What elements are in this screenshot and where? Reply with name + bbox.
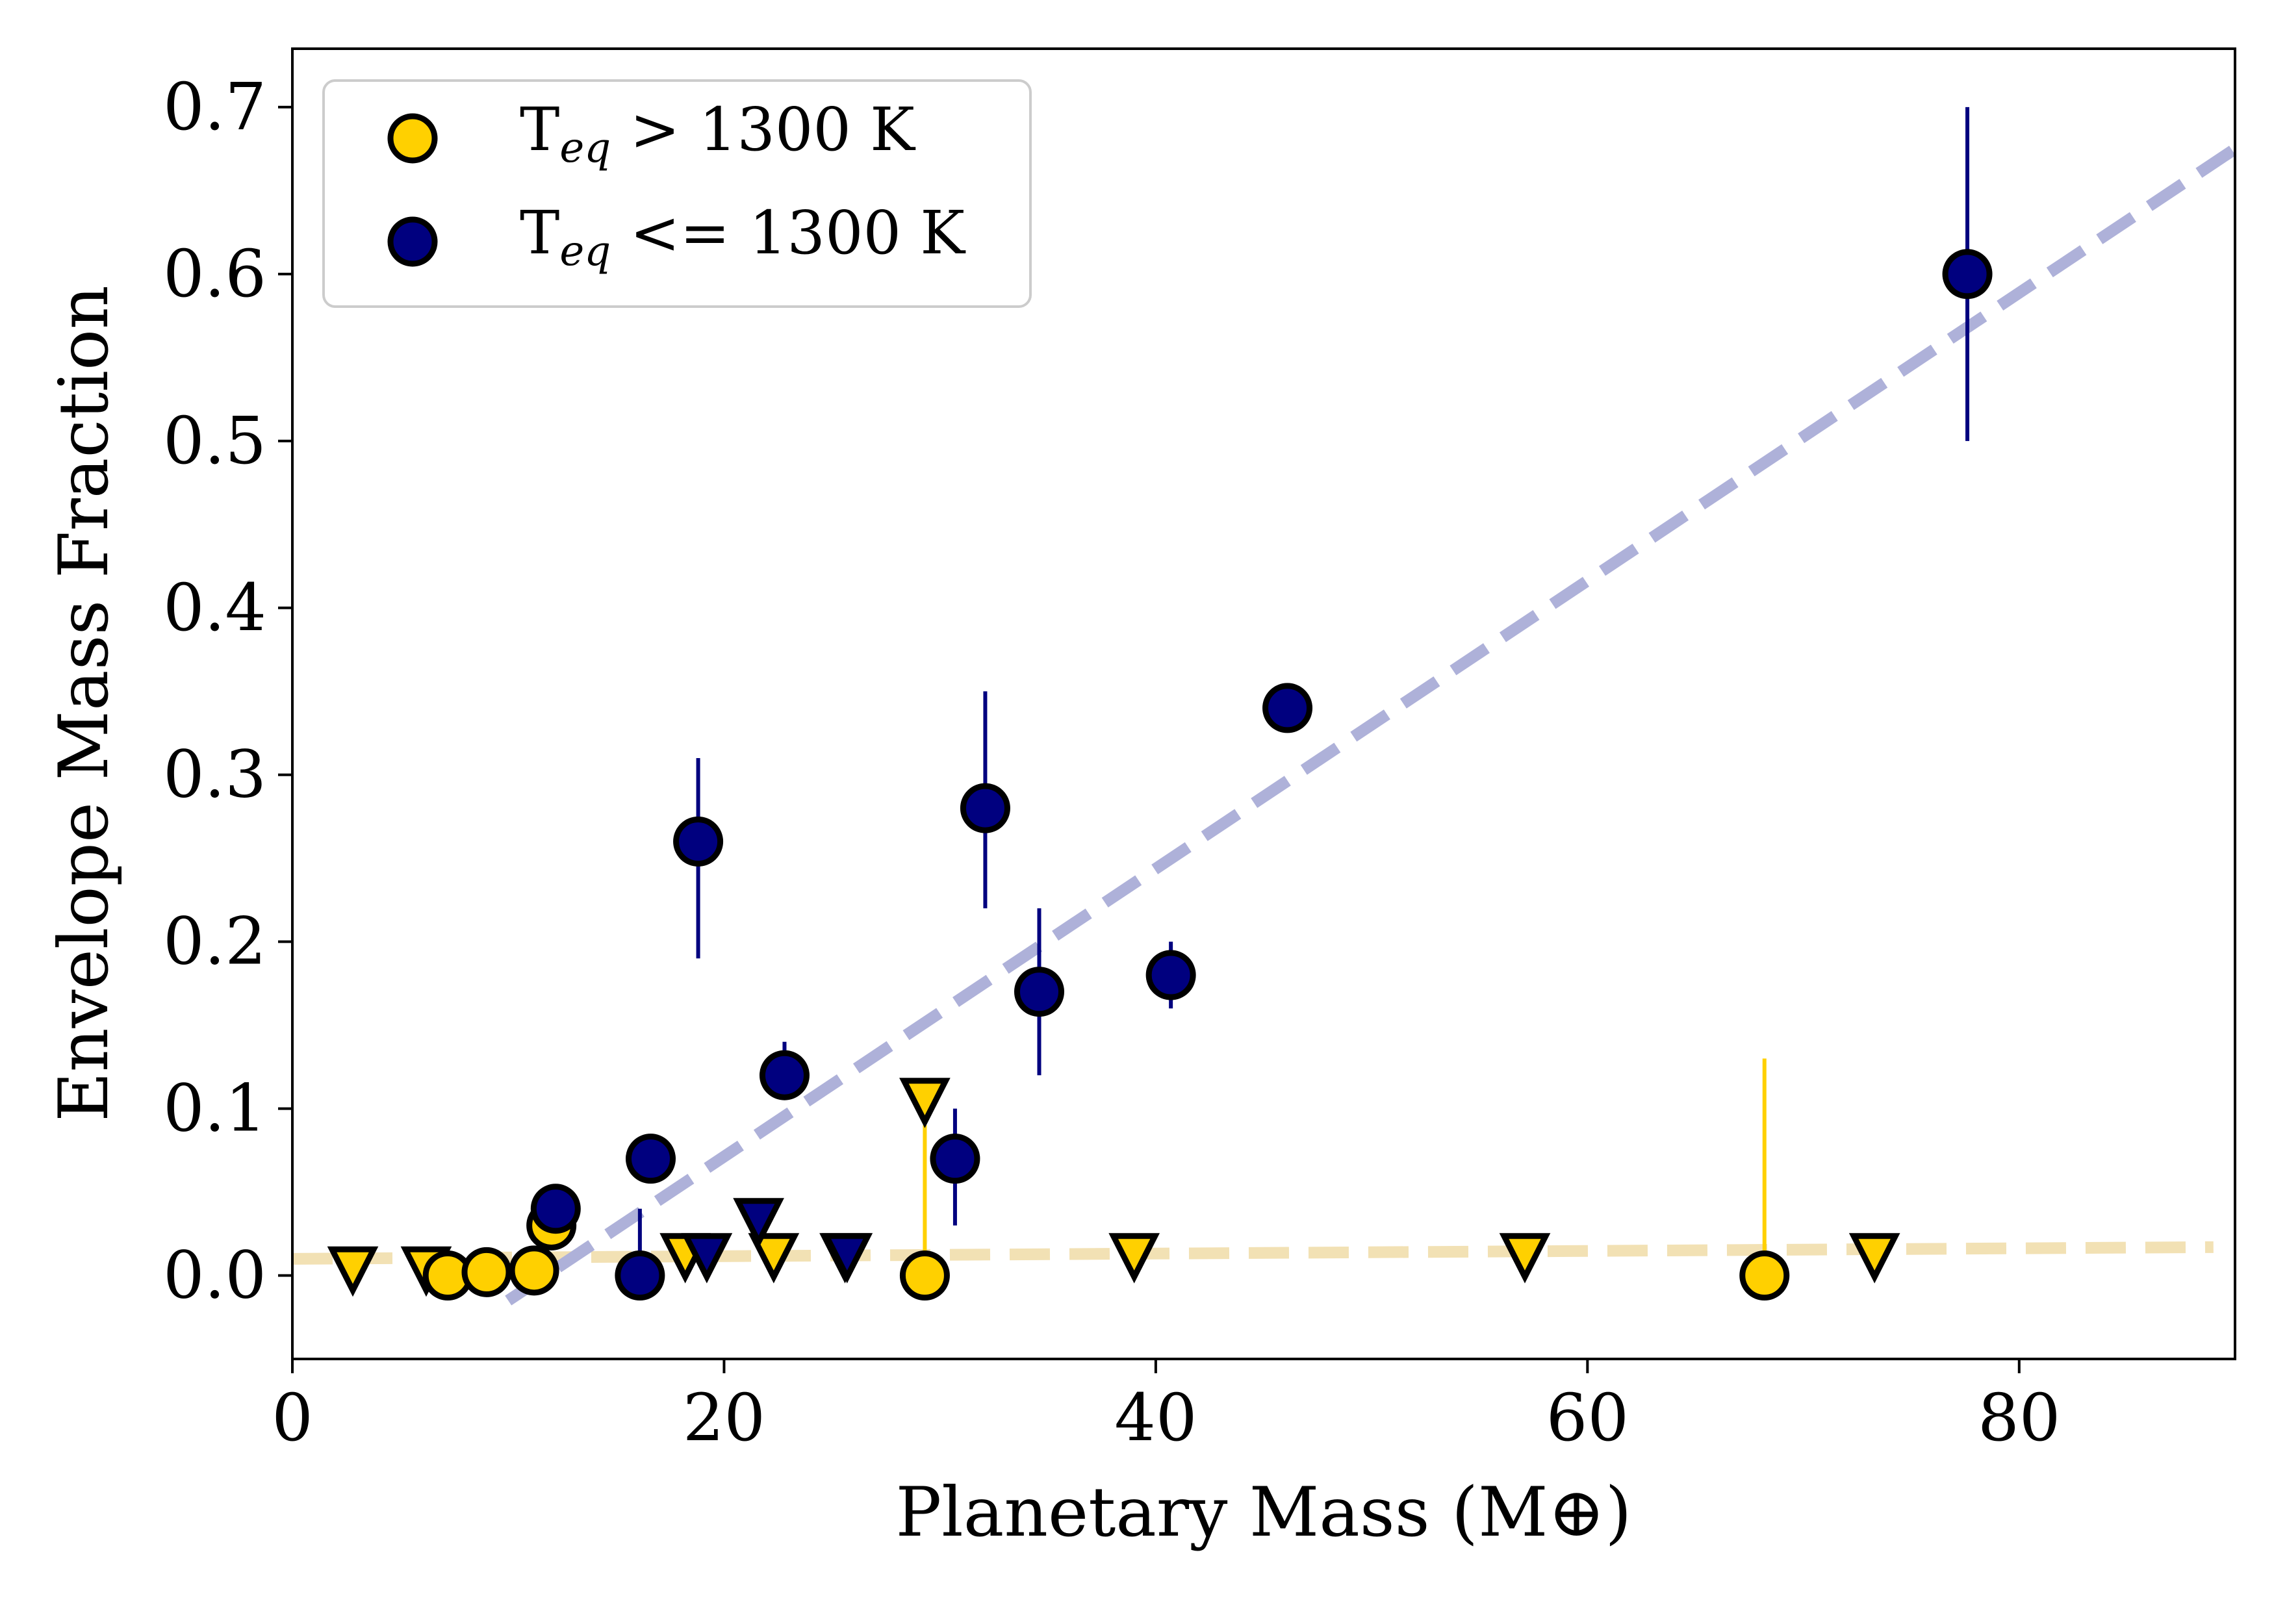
x-tick-label: 20 xyxy=(683,1380,765,1456)
legend-label-hot-sub: eq xyxy=(559,124,611,172)
legend-box xyxy=(322,79,1032,308)
x-tick-label: 40 xyxy=(1114,1380,1197,1456)
y-tick-label: 0.7 xyxy=(163,69,266,145)
x-tick-label: 0 xyxy=(272,1380,313,1456)
legend-label-cool-sub: eq xyxy=(559,227,611,275)
data-point-hot xyxy=(899,1250,950,1301)
legend-label-cool-main: T xyxy=(520,198,559,268)
fit-lines xyxy=(292,144,2238,1306)
data-point-cool xyxy=(530,1184,581,1234)
y-tick-label: 0.6 xyxy=(163,236,266,312)
upper-limit-marker-cool xyxy=(733,1198,784,1249)
data-point-cool xyxy=(1262,683,1313,733)
legend-marker-hot xyxy=(387,113,438,164)
y-tick-label: 0.4 xyxy=(163,570,266,646)
x-axis-ticks: 0 20 40 60 80 xyxy=(272,1359,2060,1456)
legend-label-hot-tail: > 1300 K xyxy=(611,95,916,164)
fit-line-hot xyxy=(292,1241,2214,1265)
data-point-cool xyxy=(673,816,724,867)
y-axis-label: Envelope Mass Fraction xyxy=(44,285,123,1122)
plot-frame xyxy=(291,47,2236,1360)
data-point-cool xyxy=(1014,967,1064,1017)
data-point-cool xyxy=(625,1134,676,1184)
upper-limit-marker-cool xyxy=(681,1233,733,1284)
y-tick-label: 0.2 xyxy=(163,904,266,980)
upper-limit-marker-hot xyxy=(1108,1233,1160,1284)
data-point-hot xyxy=(509,1245,559,1296)
legend-label-cool-tail: <= 1300 K xyxy=(611,198,966,268)
data-point-cool xyxy=(1942,249,1993,299)
x-axis-label: Planetary Mass (M⊕) xyxy=(896,1473,1632,1552)
y-tick-label: 0.0 xyxy=(163,1237,266,1313)
legend: Teq > 1300 K Teq <= 1300 K xyxy=(322,79,1032,308)
data-point-cool xyxy=(1145,950,1196,1000)
data-point-cool xyxy=(759,1050,810,1100)
data-point-cool xyxy=(615,1250,665,1301)
upper-limit-marker-hot xyxy=(1499,1233,1551,1284)
x-tick-label: 80 xyxy=(1978,1380,2060,1456)
y-tick-label: 0.1 xyxy=(163,1071,266,1147)
x-tick-label: 60 xyxy=(1546,1380,1629,1456)
y-tick-label: 0.3 xyxy=(163,737,266,813)
y-tick-label: 0.5 xyxy=(163,403,266,479)
data-point-hot xyxy=(461,1247,512,1297)
legend-label-hot: Teq > 1300 K xyxy=(520,95,916,172)
data-point-cool xyxy=(960,783,1010,833)
y-axis-ticks: 0.0 0.1 0.2 0.3 0.4 0.5 0.6 0.7 xyxy=(163,69,292,1313)
upper-limit-marker-hot xyxy=(1848,1233,1900,1284)
data-point-cool xyxy=(930,1134,980,1184)
fit-line-cool xyxy=(505,144,2238,1306)
legend-marker-cool xyxy=(387,216,438,267)
upper-limit-marker-cool xyxy=(821,1233,873,1284)
data-markers xyxy=(327,249,1993,1301)
legend-label-hot-main: T xyxy=(520,95,559,164)
data-point-hot xyxy=(1739,1250,1790,1301)
upper-limit-marker-hot xyxy=(899,1078,951,1128)
upper-limit-marker-hot xyxy=(748,1233,800,1284)
upper-limit-marker-hot xyxy=(327,1246,379,1297)
legend-label-cool: Teq <= 1300 K xyxy=(520,198,966,275)
